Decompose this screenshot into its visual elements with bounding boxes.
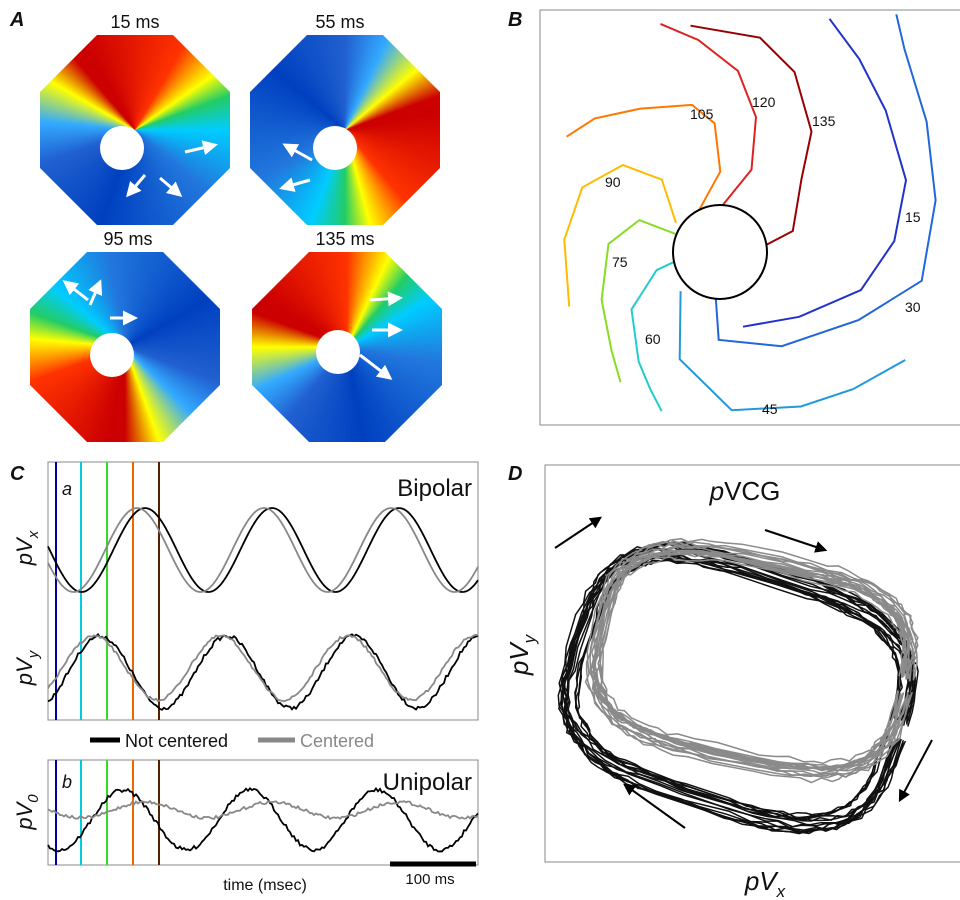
label: Bipolar: [397, 475, 472, 502]
y-label: pVy: [12, 649, 42, 686]
label: Unipolar: [383, 769, 472, 796]
frame: [544, 464, 960, 863]
isochrone-label: 45: [762, 401, 778, 417]
scale-label: 100 ms: [405, 871, 454, 888]
direction-arrows: [554, 516, 933, 829]
y-label: pV0: [12, 794, 42, 831]
x-label: pVx: [744, 866, 786, 900]
loop: [562, 552, 915, 822]
base: pV: [504, 641, 534, 676]
isochrone-label: 30: [905, 299, 921, 315]
frame-title: 15 ms: [110, 12, 159, 32]
loop: [593, 546, 908, 774]
isochrone-label: 105: [690, 106, 714, 122]
title-rest: VCG: [724, 476, 780, 506]
trace: [47, 633, 479, 703]
loop: [599, 555, 907, 765]
trace: [47, 799, 479, 821]
trace: [47, 507, 479, 593]
frame-title: 135 ms: [315, 229, 374, 249]
frame: [539, 9, 960, 426]
isochrone: [742, 18, 908, 328]
base: pV: [12, 800, 37, 830]
sub: y: [25, 649, 42, 659]
holes: [90, 126, 360, 377]
isochrones: 15 30 45 60 75 90 105 120 135: [563, 14, 937, 417]
isochrone: [714, 14, 937, 348]
isochrone: [690, 24, 813, 246]
base: pV: [744, 866, 779, 896]
isochrone-label: 120: [752, 94, 776, 110]
isochrone: [563, 163, 677, 307]
isochrone: [678, 291, 906, 412]
base: pV: [12, 536, 37, 566]
panel-label: D: [508, 463, 522, 485]
x-label: time (msec): [223, 877, 307, 894]
legend-entry: Not centered: [125, 731, 228, 751]
loop: [599, 549, 906, 770]
isochrone-label: 75: [612, 254, 628, 270]
y-label: pVy: [504, 633, 539, 676]
trace: [47, 786, 479, 853]
frame-title: 95 ms: [103, 229, 152, 249]
loop: [561, 542, 918, 833]
isochrone: [630, 255, 686, 412]
sub-label: a: [62, 479, 72, 499]
sub-label: b: [62, 772, 72, 792]
loops: [557, 537, 919, 835]
panel-label: B: [508, 9, 522, 31]
isochrone-label: 15: [905, 209, 921, 225]
isochrone-label: 90: [605, 174, 621, 190]
isochrone: [600, 218, 678, 383]
sub: 0: [25, 794, 42, 803]
trace: [47, 507, 479, 593]
sub: x: [25, 530, 42, 539]
isochrone: [660, 22, 758, 208]
sub: y: [520, 633, 539, 644]
arrows: [62, 140, 403, 380]
panel-label: A: [9, 9, 24, 31]
traces: [47, 462, 479, 865]
legend-entry: Centered: [300, 731, 374, 751]
isochrone: [566, 103, 722, 212]
loop: [557, 547, 919, 827]
title-italic: p: [709, 476, 724, 506]
y-label: pVx: [12, 530, 42, 566]
loop: [591, 544, 914, 776]
base: pV: [12, 656, 37, 686]
frame: [47, 759, 479, 866]
loop: [584, 540, 919, 779]
frame: [47, 461, 479, 721]
obstacle: [672, 204, 768, 300]
trace: [47, 632, 479, 711]
isochrone-label: 60: [645, 331, 661, 347]
title: pVCG: [709, 476, 781, 506]
panel-label: C: [10, 463, 25, 485]
sub: x: [776, 882, 786, 900]
frame-title: 55 ms: [315, 12, 364, 32]
isochrone-label: 135: [812, 113, 836, 129]
